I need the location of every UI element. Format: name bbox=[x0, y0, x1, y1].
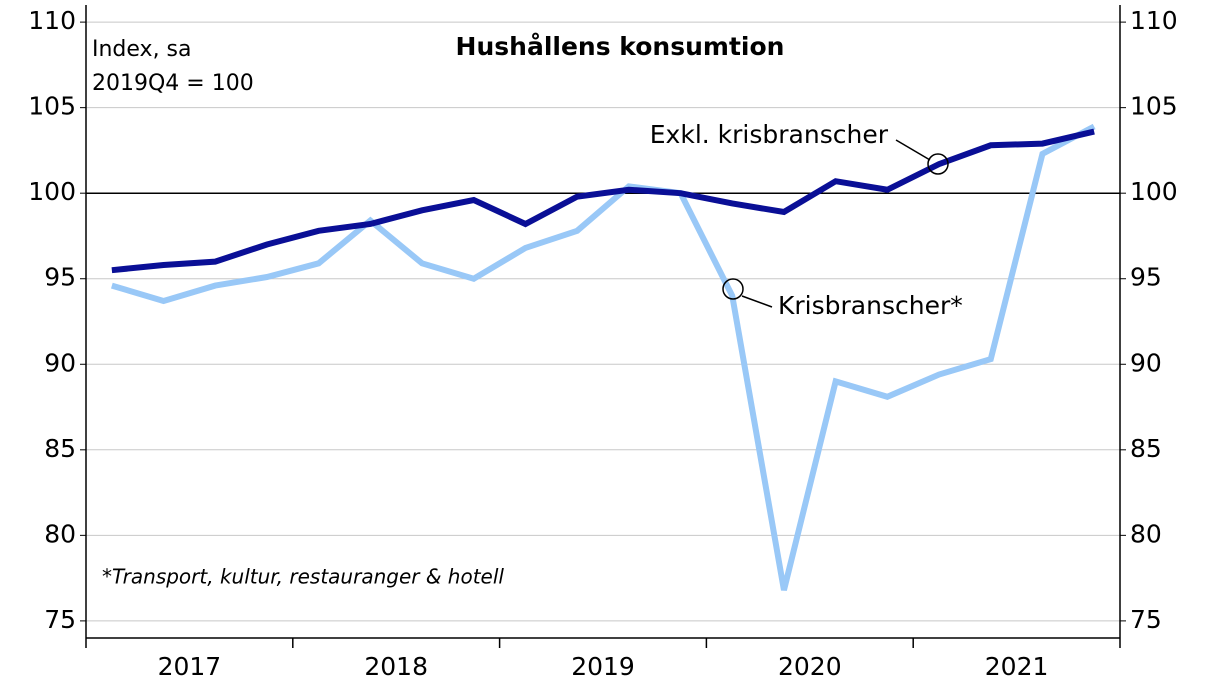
footnote: *Transport, kultur, restauranger & hotel… bbox=[102, 565, 504, 589]
annotation-circle bbox=[722, 278, 744, 300]
y-tick-label: 75 bbox=[44, 605, 76, 634]
y-tick-label: 80 bbox=[44, 519, 76, 548]
y2-tick-label: 85 bbox=[1130, 434, 1162, 463]
y-tick-label: 110 bbox=[28, 6, 76, 35]
y-label: Index, sa bbox=[92, 37, 192, 62]
x-tick-label: 2020 bbox=[778, 652, 842, 681]
x-tick-label: 2021 bbox=[985, 652, 1049, 681]
chart-title: Hushållens konsumtion bbox=[456, 32, 785, 61]
legend-label: Krisbranscher* bbox=[778, 291, 963, 320]
y2-tick-label: 105 bbox=[1130, 92, 1178, 121]
y-tick-label: 95 bbox=[44, 263, 76, 292]
y2-tick-label: 100 bbox=[1130, 177, 1178, 206]
y2-tick-label: 80 bbox=[1130, 519, 1162, 548]
y2-tick-label: 95 bbox=[1130, 263, 1162, 292]
x-tick-label: 2017 bbox=[158, 652, 222, 681]
y-label: 2019Q4 = 100 bbox=[92, 71, 254, 96]
y-tick-label: 100 bbox=[28, 177, 76, 206]
annotation-circle bbox=[927, 153, 949, 175]
series-line bbox=[110, 123, 1096, 591]
y-tick-label: 90 bbox=[44, 348, 76, 377]
y-tick-label: 85 bbox=[44, 434, 76, 463]
y2-tick-label: 75 bbox=[1130, 605, 1162, 634]
series-line bbox=[111, 128, 1095, 274]
leader-line bbox=[741, 295, 773, 308]
x-tick-label: 2018 bbox=[364, 652, 428, 681]
y-tick-label: 105 bbox=[28, 92, 76, 121]
legend-label: Exkl. krisbranscher bbox=[650, 120, 889, 149]
y2-tick-label: 90 bbox=[1130, 348, 1162, 377]
y2-tick-label: 110 bbox=[1130, 6, 1178, 35]
x-tick-label: 2019 bbox=[571, 652, 635, 681]
grid bbox=[86, 21, 1120, 622]
leader-line bbox=[895, 139, 931, 161]
